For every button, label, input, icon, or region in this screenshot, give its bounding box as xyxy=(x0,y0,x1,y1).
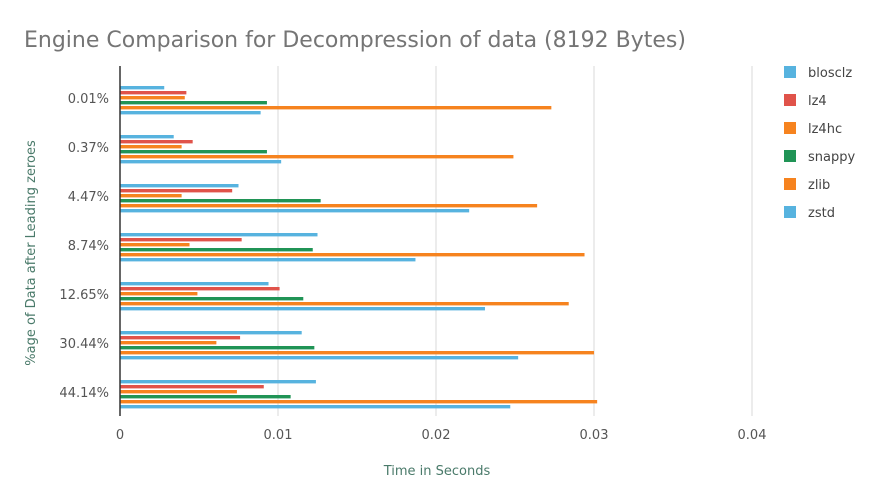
bar-lz4 xyxy=(120,91,187,95)
bar-snappy xyxy=(120,297,304,301)
bar-zlib xyxy=(120,302,569,306)
bar-zlib xyxy=(120,204,538,208)
bar-zstd xyxy=(120,307,485,311)
bar-lz4hc xyxy=(120,243,190,247)
legend-swatch-lz4hc xyxy=(784,122,796,134)
bar-snappy xyxy=(120,248,313,252)
bar-zlib xyxy=(120,253,585,257)
bar-zlib xyxy=(120,106,552,110)
x-tick-label: 0.02 xyxy=(422,428,451,443)
bar-lz4 xyxy=(120,385,264,389)
bar-blosclz xyxy=(120,282,269,286)
y-tick-label: 30.44% xyxy=(59,337,109,352)
bar-blosclz xyxy=(120,233,318,237)
gridlines xyxy=(277,66,753,416)
x-ticks: 0 0.01 0.02 0.03 0.04 xyxy=(116,428,767,443)
bar-zstd xyxy=(120,356,519,360)
bar-zstd xyxy=(120,405,511,409)
bar-snappy xyxy=(120,346,315,350)
legend-swatch-lz4 xyxy=(784,94,796,106)
bar-lz4hc xyxy=(120,341,217,345)
bar-lz4 xyxy=(120,140,193,144)
legend-label-snappy: snappy xyxy=(808,150,855,165)
bar-snappy xyxy=(120,150,267,154)
y-ticks: 0.01% 0.37% 4.47% 8.74% 12.65% 30.44% 44.14% xyxy=(59,92,109,401)
bar-lz4hc xyxy=(120,96,185,100)
bar-lz4 xyxy=(120,189,233,193)
bar-zstd xyxy=(120,160,282,164)
bar-blosclz xyxy=(120,135,174,139)
y-tick-label: 8.74% xyxy=(68,239,109,254)
bar-lz4hc xyxy=(120,194,182,198)
x-axis-title: Time in Seconds xyxy=(383,464,491,479)
bar-lz4hc xyxy=(120,390,237,394)
bar-blosclz xyxy=(120,86,165,90)
bar-snappy xyxy=(120,199,321,203)
bar-lz4 xyxy=(120,336,241,340)
legend-label-zstd: zstd xyxy=(808,206,835,221)
bar-snappy xyxy=(120,395,291,399)
bars xyxy=(120,86,598,409)
legend: blosclz lz4 lz4hc snappy zlib zstd xyxy=(784,66,855,221)
bar-lz4 xyxy=(120,287,280,291)
legend-label-blosclz: blosclz xyxy=(808,66,852,81)
bar-zlib xyxy=(120,155,514,159)
bar-snappy xyxy=(120,101,267,105)
bar-lz4 xyxy=(120,238,242,242)
y-tick-label: 0.37% xyxy=(68,141,109,156)
y-axis-title: %age of Data after Leading zeroes xyxy=(24,140,39,366)
legend-label-lz4hc: lz4hc xyxy=(808,122,842,137)
legend-label-lz4: lz4 xyxy=(808,94,827,109)
bar-zstd xyxy=(120,111,261,115)
y-tick-label: 0.01% xyxy=(68,92,109,107)
bar-blosclz xyxy=(120,331,302,335)
bar-lz4hc xyxy=(120,145,182,149)
legend-swatch-zstd xyxy=(784,206,796,218)
legend-swatch-blosclz xyxy=(784,66,796,78)
y-tick-label: 44.14% xyxy=(59,386,109,401)
bar-blosclz xyxy=(120,184,239,188)
bar-blosclz xyxy=(120,380,316,384)
legend-swatch-snappy xyxy=(784,150,796,162)
x-tick-label: 0.03 xyxy=(580,428,609,443)
legend-label-zlib: zlib xyxy=(808,178,830,193)
y-tick-label: 4.47% xyxy=(68,190,109,205)
chart-title: Engine Comparison for Decompression of d… xyxy=(24,28,686,53)
bar-zlib xyxy=(120,351,594,355)
legend-swatch-zlib xyxy=(784,178,796,190)
x-tick-label: 0.04 xyxy=(738,428,767,443)
bar-zstd xyxy=(120,209,470,213)
bar-zlib xyxy=(120,400,598,404)
y-tick-label: 12.65% xyxy=(59,288,109,303)
bar-lz4hc xyxy=(120,292,198,296)
x-tick-label: 0 xyxy=(116,428,124,443)
bar-zstd xyxy=(120,258,416,262)
x-tick-label: 0.01 xyxy=(264,428,293,443)
